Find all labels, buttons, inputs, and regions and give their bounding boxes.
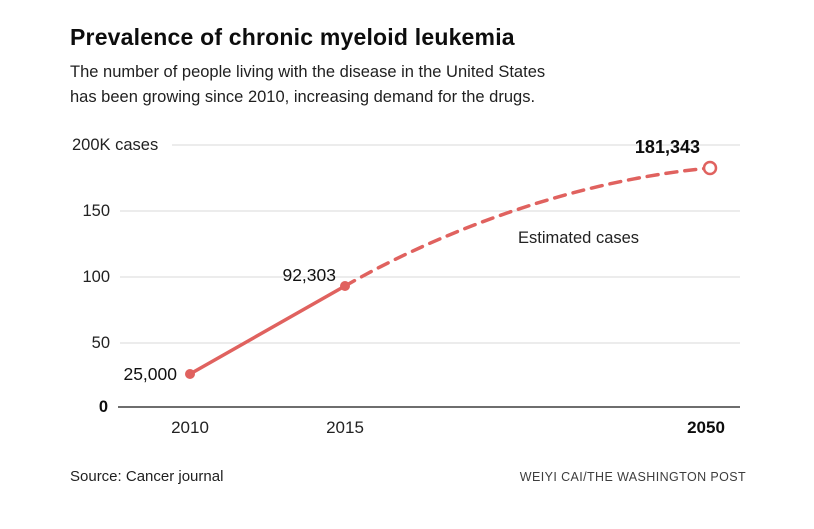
data-point-2010 bbox=[185, 369, 195, 379]
actual-line bbox=[188, 284, 347, 376]
x-axis-labels: 2010 2015 2050 bbox=[171, 418, 725, 437]
y-tick-label: 100 bbox=[82, 268, 110, 286]
y-tick-label: 0 bbox=[99, 398, 108, 416]
x-tick-label: 2050 bbox=[687, 418, 725, 437]
value-label-2015: 92,303 bbox=[282, 265, 336, 285]
gridlines bbox=[118, 144, 740, 408]
chart-subtitle: The number of people living with the dis… bbox=[70, 60, 545, 110]
value-label-2010: 25,000 bbox=[123, 364, 177, 384]
y-tick-label: 50 bbox=[92, 334, 110, 352]
value-label-2050: 181,343 bbox=[635, 137, 700, 157]
chart-subtitle-line2: has been growing since 2010, increasing … bbox=[70, 87, 536, 106]
x-tick-label: 2015 bbox=[326, 418, 364, 437]
estimated-line bbox=[343, 166, 712, 288]
credit-note: WEIYI CAI/THE WASHINGTON POST bbox=[519, 470, 746, 484]
chart-footer: Source: Cancer journal WEIYI CAI/THE WAS… bbox=[70, 468, 746, 485]
data-point-2050 bbox=[702, 160, 718, 176]
y-tick-label: 200K cases bbox=[72, 136, 158, 154]
chart-subtitle-line1: The number of people living with the dis… bbox=[70, 63, 546, 81]
estimated-cases-label: Estimated cases bbox=[518, 229, 639, 247]
y-tick-label: 150 bbox=[82, 202, 110, 220]
source-note: Source: Cancer journal bbox=[70, 468, 224, 485]
data-point-2015 bbox=[340, 281, 350, 291]
chart-title: Prevalence of chronic myeloid leukemia bbox=[70, 24, 515, 50]
x-tick-label: 2010 bbox=[171, 418, 209, 437]
y-axis-labels: 200K cases 150 100 50 0 bbox=[72, 136, 158, 416]
